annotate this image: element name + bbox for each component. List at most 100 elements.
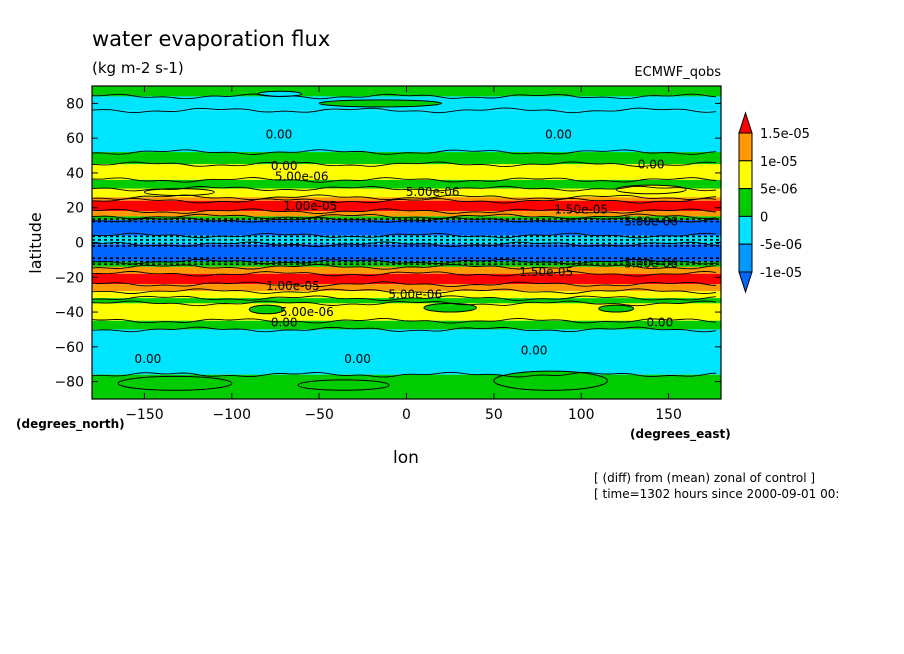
latitude-band-21	[92, 320, 721, 330]
contour-line-16	[91, 281, 717, 288]
latitude-band-10	[92, 216, 721, 220]
contour-line-6	[91, 194, 717, 201]
contour-label-17: 0.00	[344, 352, 371, 366]
model-label: ECMWF_qobs	[634, 65, 721, 80]
latitude-band-16	[92, 273, 721, 285]
latitude-band-18	[92, 291, 721, 299]
y-tick-label-3: 20	[66, 201, 84, 217]
x-tick-label-5: 100	[568, 407, 595, 423]
latitude-band-4	[92, 164, 721, 180]
latitude-band-2	[92, 110, 721, 153]
y-tick-label-5: −20	[54, 270, 84, 286]
colorbar-label-1: 1e-05	[760, 155, 798, 170]
contour-line-21	[91, 326, 717, 333]
plot-fill-area	[92, 86, 721, 399]
contour-patch-1	[297, 379, 390, 391]
latitude-band-7	[92, 197, 721, 201]
colorbar-label-3: 0	[760, 210, 768, 225]
latitude-band-5	[92, 179, 721, 189]
contour-patch-7	[598, 304, 635, 313]
latitude-band-6	[92, 188, 721, 198]
latitude-band-8	[92, 200, 721, 212]
contour-label-3: 0.00	[271, 159, 298, 173]
contour-label-2: 0.00	[638, 157, 665, 171]
y-tick-label-0: 80	[66, 96, 84, 112]
contour-label-0: 0.00	[266, 128, 293, 142]
contour-line-7	[91, 197, 717, 204]
y-axis-label: latitude	[26, 212, 45, 273]
contour-line-2	[91, 149, 717, 155]
contour-patch-9	[615, 184, 687, 195]
contour-label-6: 1.00e-05	[284, 199, 338, 213]
footer-line-1: [ (diff) from (mean) zonal of control ]	[594, 471, 815, 485]
contour-patch-4	[318, 99, 442, 108]
x-axis-label: lon	[393, 448, 419, 468]
contour-label-4: 5.00e-06	[275, 169, 329, 183]
contour-labels: 0.00 0.000.000.005.00e-065.00e-061.00e-05…	[135, 128, 678, 366]
y-tick-label-7: −60	[54, 340, 84, 356]
contour-line-9	[91, 213, 717, 220]
contour-line-19	[91, 300, 717, 307]
contour-label-15: 0.00	[646, 315, 673, 329]
contour-patch-2	[493, 370, 608, 391]
contour-patch-5	[248, 304, 285, 315]
y-tick-label-8: −80	[54, 375, 84, 391]
contour-label-10: 1.50e-05	[519, 265, 573, 279]
x-tick-label-3: 0	[402, 407, 411, 423]
colorbar-label-0: 1.5e-05	[760, 127, 810, 142]
colorbar-label-5: -1e-05	[760, 266, 802, 281]
latitude-band-19	[92, 298, 721, 304]
x-tick-label-2: −50	[304, 407, 334, 423]
contour-line-8	[91, 208, 717, 215]
colorbar-label-4: -5e-06	[760, 238, 802, 253]
y-tick-label-2: 40	[66, 166, 84, 182]
contour-label-8: 5.00e-06	[624, 215, 678, 229]
contour-line-22	[91, 371, 717, 378]
contour-label-9: 1.00e-05	[266, 279, 320, 293]
contour-line-17	[91, 288, 717, 295]
contour-line-0	[91, 93, 717, 100]
contour-line-1	[91, 107, 717, 114]
latitude-band-11	[92, 219, 721, 236]
contour-line-4	[91, 177, 717, 183]
x-tick-label-0: −150	[125, 407, 163, 423]
latitude-band-17	[92, 284, 721, 292]
contour-label-12: 5.00e-06	[388, 288, 442, 302]
colorbar-swatch-5	[738, 243, 753, 273]
contour-lines	[91, 93, 721, 378]
y-tick-label-6: −40	[54, 305, 84, 321]
y-axis-units: (degrees_north)	[16, 417, 125, 432]
colorbar-swatch-3	[738, 188, 753, 217]
y-tick-label-1: 60	[66, 131, 84, 147]
x-axis-units: (degrees_east)	[630, 427, 731, 442]
latitude-band-22	[92, 329, 721, 375]
contour-label-14: 0.00	[271, 315, 298, 329]
colorbar-label-2: 5e-06	[760, 183, 798, 198]
contour-line-20	[91, 317, 717, 324]
contour-line-18	[91, 295, 717, 301]
footer-line-2: [ time=1302 hours since 2000-09-01 00:	[594, 487, 839, 501]
colorbar: 1.5e-05 1e-05 5e-06 0 -5e-06 -1e-05	[738, 111, 810, 294]
contour-label-13: 5.00e-06	[280, 305, 334, 319]
latitude-band-9	[92, 211, 721, 217]
colorbar-swatch-4	[738, 215, 753, 245]
latitude-band-15	[92, 266, 721, 274]
chart-title: water evaporation flux	[92, 27, 330, 51]
latitude-band-3	[92, 152, 721, 165]
contour-patch-8	[143, 188, 215, 197]
latitude-band-20	[92, 303, 721, 321]
contour-patch-0	[117, 375, 233, 391]
contour-line-13	[91, 258, 717, 265]
contour-label-7: 1.50e-05	[554, 202, 608, 216]
colorbar-swatch-2	[738, 160, 753, 190]
contour-label-18: 0.00	[521, 343, 548, 357]
contour-line-5	[91, 185, 717, 192]
colorbar-swatch-1	[738, 132, 753, 162]
contour-line-3	[91, 161, 717, 168]
x-tick-label-1: −100	[213, 407, 251, 423]
contour-line-15	[91, 270, 717, 277]
contour-label-5: 5.00e-06	[406, 185, 460, 199]
colorbar-swatch-0	[738, 111, 753, 134]
x-tick-label-6: 150	[655, 407, 682, 423]
